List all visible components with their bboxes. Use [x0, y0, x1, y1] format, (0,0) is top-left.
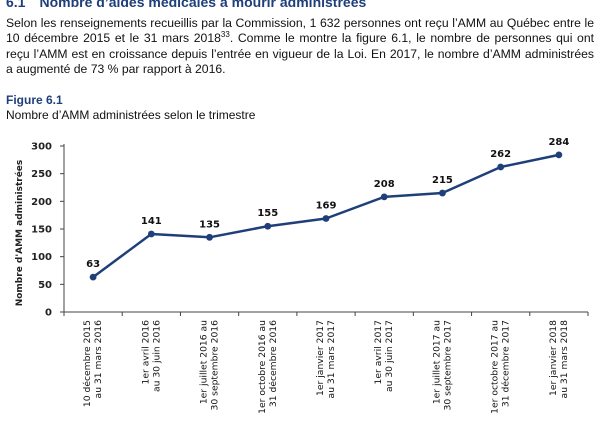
y-tick-label: 50: [38, 280, 52, 291]
x-tick-label-line: au 30 juin 2017: [384, 320, 395, 392]
x-tick-label: 1er janvier 2018au 31 mars 2018: [548, 320, 570, 399]
figure-caption: Nombre d’AMM administrées selon le trime…: [6, 108, 256, 122]
section-number: 6.1: [6, 0, 26, 10]
footnote-ref[interactable]: 33: [220, 30, 230, 40]
y-tick-label: 250: [31, 169, 52, 180]
data-label: 135: [199, 219, 220, 230]
x-tick-label-line: 30 septembre 2016: [210, 320, 221, 411]
intro-paragraph: Selon les renseignements recueillis par …: [6, 16, 594, 77]
x-tick-label-line: au 31 mars 2018: [559, 320, 570, 399]
x-tick-label-line: au 31 mars 2017: [326, 320, 337, 399]
x-tick-label: 1er octobre 2016 au31 décembre 2016: [257, 320, 279, 414]
data-label: 141: [141, 216, 162, 227]
data-point: [439, 189, 446, 197]
x-tick-label-line: 30 septembre 2017: [442, 320, 453, 411]
x-tick-label-line: au 30 juin 2016: [151, 320, 162, 392]
y-tick-label: 300: [31, 142, 52, 153]
intro-text-end: . Comme le montre la figure 6.1, le nomb…: [6, 31, 595, 76]
x-tick-label-line: 1er juillet 2016 au: [199, 320, 210, 404]
data-point: [380, 193, 388, 201]
x-tick-label-line: 10 décembre 2015: [82, 320, 93, 407]
section-heading: 6.1 Nombre d’aides médicales à mourir adm…: [6, 0, 366, 10]
x-tick-label: 1er juillet 2017 au30 septembre 2017: [431, 320, 453, 411]
x-tick-label-line: 1er avril 2016: [140, 320, 151, 385]
x-tick-label-line: au 31 mars 2016: [93, 320, 104, 399]
data-point: [497, 163, 505, 171]
x-tick-label-line: 31 décembre 2016: [268, 320, 279, 407]
section-title: Nombre d’aides médicales à mourir admini…: [39, 0, 367, 10]
data-label: 169: [316, 200, 337, 211]
data-point: [147, 230, 155, 238]
data-label: 208: [374, 179, 395, 190]
data-point: [264, 222, 272, 230]
data-point: [206, 233, 213, 241]
x-tick-label-line: 31 décembre 2017: [501, 320, 512, 407]
figure-label: Figure 6.1: [6, 93, 63, 107]
x-tick-label-line: 1er juillet 2017 au: [431, 320, 442, 404]
y-tick-label: 200: [31, 197, 52, 208]
data-label: 262: [490, 149, 511, 160]
x-tick-label-line: 1er janvier 2017: [315, 320, 326, 396]
data-point: [89, 273, 97, 281]
data-label: 284: [548, 137, 569, 148]
data-point: [555, 151, 563, 159]
x-tick-label-line: 1er octobre 2016 au: [257, 320, 268, 414]
x-tick-label: 1er avril 2016au 30 juin 2016: [140, 320, 162, 392]
intro-text-start: Selon les renseignements recueillis par …: [6, 16, 594, 46]
x-tick-label-line: 1er avril 2017: [373, 320, 384, 385]
data-label: 215: [432, 175, 453, 186]
data-point: [322, 215, 330, 222]
x-tick-label: 1er octobre 2017 au31 décembre 2017: [490, 320, 512, 414]
x-tick-label: 1er juillet 2016 au30 septembre 2016: [199, 320, 221, 411]
x-tick-label: 1er janvier 2017au 31 mars 2017: [315, 320, 337, 399]
data-label: 155: [257, 208, 278, 219]
x-tick-label-line: 1er janvier 2018: [548, 320, 559, 396]
y-axis-title: Nombre d'AMM administrées: [14, 160, 25, 307]
y-tick-label: 100: [31, 252, 52, 263]
y-tick-label: 150: [31, 225, 52, 236]
y-tick-label: 0: [45, 308, 52, 319]
x-tick-label: 1er avril 2017au 30 juin 2017: [373, 320, 395, 392]
data-label: 63: [86, 259, 100, 270]
x-tick-label: 10 décembre 2015au 31 mars 2016: [82, 320, 104, 407]
x-tick-label-line: 1er octobre 2017 au: [490, 320, 501, 414]
